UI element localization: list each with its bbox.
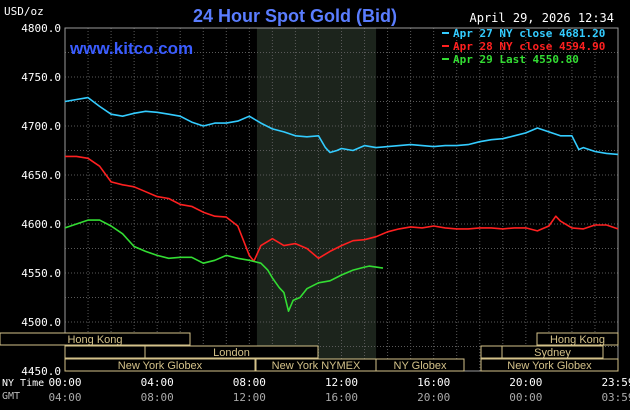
y-tick-label: 4500.0 — [21, 316, 61, 329]
session-label-sydney: Sydney — [534, 347, 571, 359]
y-tick-label: 4750.0 — [21, 71, 61, 84]
session-label-ny-nymex: New York NYMEX — [272, 360, 361, 372]
x-tick-ny: 04:00 — [141, 376, 174, 389]
watermark-url: www.kitco.com — [69, 39, 193, 58]
session-bar-hong-kong-2 — [536, 332, 619, 346]
y-tick-label: 4450.0 — [21, 365, 61, 378]
series-line-1 — [64, 96, 619, 156]
session-bar-ny-globex-3 — [480, 358, 619, 372]
x-tick-gmt: 04:00 — [48, 391, 81, 404]
x-tick-ny: 20:00 — [509, 376, 542, 389]
gmt-label: GMT — [2, 391, 20, 402]
series-line-3 — [64, 219, 384, 312]
session-label-ny-globex-2: NY Globex — [394, 360, 447, 372]
datetime-label: April 29, 2026 12:34 — [470, 11, 615, 25]
x-tick-gmt: 08:00 — [141, 391, 174, 404]
session-label-london: London — [213, 347, 250, 359]
y-tick-label: 4800.0 — [21, 22, 61, 35]
session-bar-filler — [480, 345, 503, 359]
x-tick-gmt: 20:00 — [417, 391, 450, 404]
x-tick-gmt: 03:59 — [601, 391, 630, 404]
x-tick-ny: 12:00 — [325, 376, 358, 389]
session-label-hong-kong-1: Hong Kong — [67, 334, 122, 346]
y-tick-label: 4550.0 — [21, 267, 61, 280]
y-tick-label: 4700.0 — [21, 120, 61, 133]
session-bar-ny-globex-1 — [64, 358, 256, 372]
unit-label: USD/oz — [4, 5, 44, 18]
legend-entry-1: Apr 27 NY close 4681.20 — [453, 27, 605, 40]
series-line-2 — [65, 155, 619, 262]
session-bar-ny-globex-2 — [375, 358, 465, 372]
session-label-ny-globex-3: New York Globex — [507, 360, 592, 372]
session-bar-hong-kong-1 — [0, 332, 191, 346]
ny-time-label: NY Time — [2, 378, 44, 389]
session-bar-filler — [64, 345, 146, 359]
session-label-ny-globex-1: New York Globex — [118, 360, 203, 372]
y-tick-label: 4600.0 — [21, 218, 61, 231]
x-tick-gmt: 12:00 — [233, 391, 266, 404]
x-tick-ny: 08:00 — [233, 376, 266, 389]
x-tick-gmt: 16:00 — [325, 391, 358, 404]
x-tick-ny: 00:00 — [48, 376, 81, 389]
session-label-hong-kong-2: Hong Kong — [550, 334, 605, 346]
chart-title: 24 Hour Spot Gold (Bid) — [193, 6, 397, 26]
x-tick-ny: 16:00 — [417, 376, 450, 389]
legend-entry-3: Apr 29 Last 4550.80 — [453, 53, 579, 66]
legend-entry-2: Apr 28 NY close 4594.90 — [453, 40, 605, 53]
nymex-shade — [256, 28, 377, 371]
x-tick-gmt: 00:00 — [509, 391, 542, 404]
x-tick-ny: 23:59 — [601, 376, 630, 389]
y-tick-label: 4650.0 — [21, 169, 61, 182]
